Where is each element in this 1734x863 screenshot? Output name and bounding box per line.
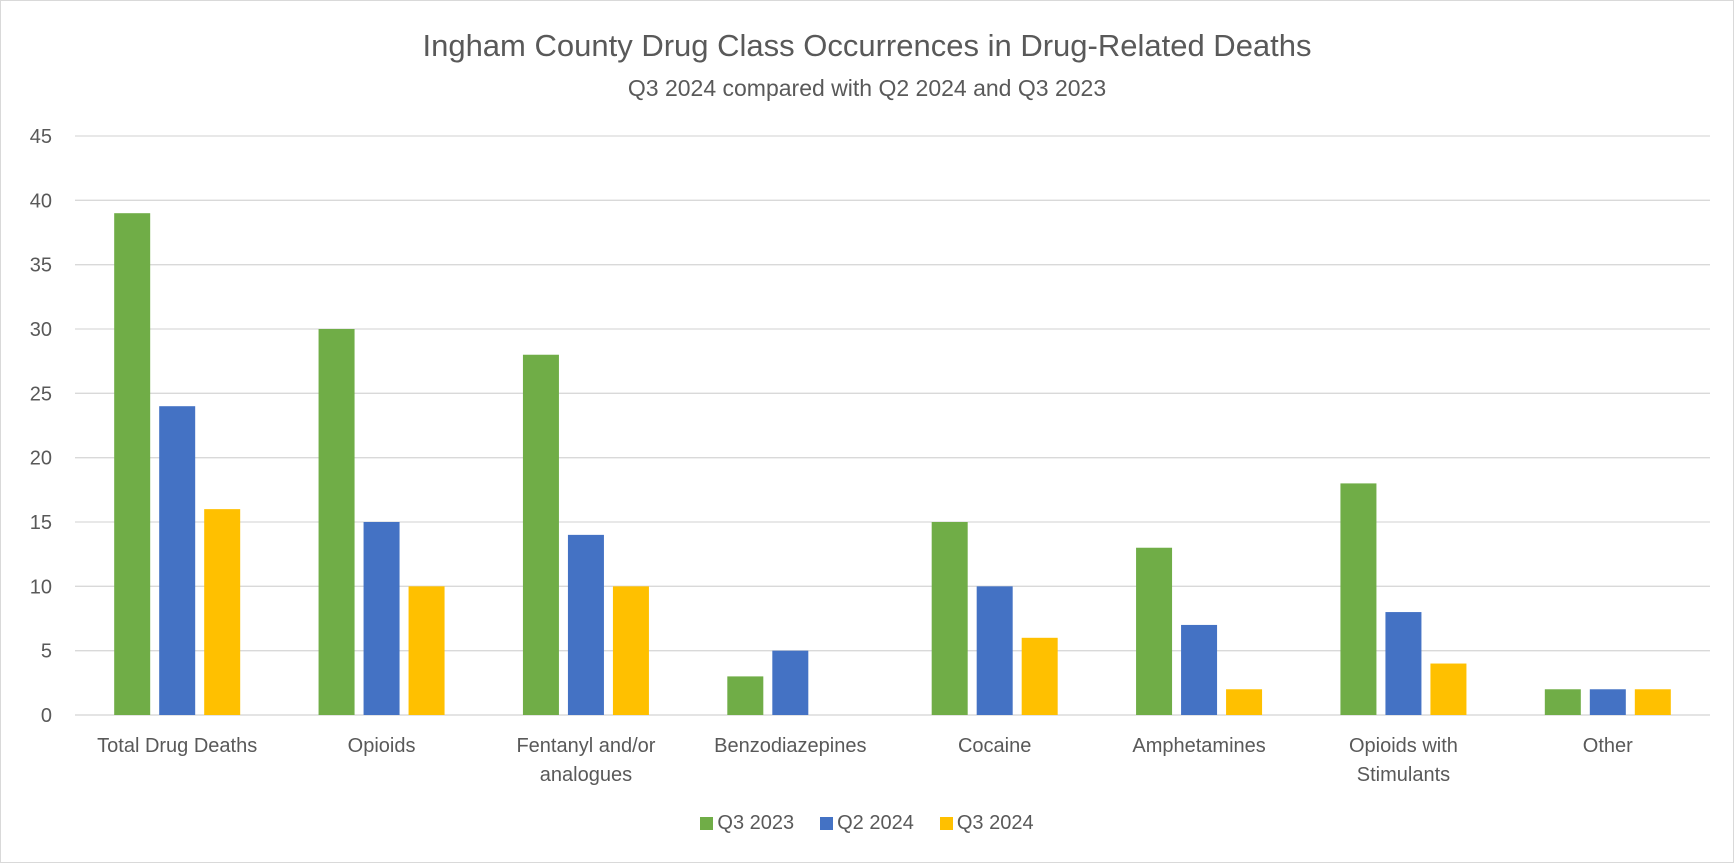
bar-q2-2024 xyxy=(1590,689,1626,715)
bar-q3-2023 xyxy=(114,213,150,715)
y-tick-label: 30 xyxy=(30,319,52,341)
bar-q3-2023 xyxy=(932,522,968,715)
y-axis-ticks: 0 5 10 15 20 25 30 35 40 45 xyxy=(30,126,52,727)
x-category-label: Fentanyl and/or xyxy=(516,735,655,757)
bar-q3-2024 xyxy=(1226,689,1262,715)
x-category-label: Opioids with xyxy=(1349,735,1458,757)
bar-q3-2024 xyxy=(613,586,649,715)
x-category-label: Benzodiazepines xyxy=(714,735,866,757)
legend-item: Q2 2024 xyxy=(820,812,914,835)
x-category-label: analogues xyxy=(540,764,632,786)
bars xyxy=(114,213,1671,715)
x-category-label: Cocaine xyxy=(958,735,1031,757)
bar-q3-2024 xyxy=(204,509,240,715)
bar-q2-2024 xyxy=(364,522,400,715)
bar-q3-2023 xyxy=(727,676,763,715)
bar-q2-2024 xyxy=(568,535,604,715)
y-tick-label: 25 xyxy=(30,383,52,405)
x-category-label: Total Drug Deaths xyxy=(97,735,257,757)
legend-item: Q3 2024 xyxy=(940,812,1034,835)
legend-swatch xyxy=(700,817,713,830)
bar-q2-2024 xyxy=(772,651,808,715)
y-tick-label: 10 xyxy=(30,576,52,598)
bar-q3-2024 xyxy=(1635,689,1671,715)
bar-q3-2023 xyxy=(523,355,559,715)
x-axis-categories: Total Drug Deaths Opioids Fentanyl and/or a… xyxy=(97,735,1633,786)
bar-q2-2024 xyxy=(159,406,195,715)
bar-q2-2024 xyxy=(1385,612,1421,715)
y-tick-label: 20 xyxy=(30,448,52,470)
bar-q3-2024 xyxy=(1430,664,1466,715)
bar-q2-2024 xyxy=(977,586,1013,715)
y-tick-label: 5 xyxy=(41,641,52,663)
x-category-label: Stimulants xyxy=(1357,764,1450,786)
bar-q3-2024 xyxy=(409,586,445,715)
bar-q3-2023 xyxy=(319,329,355,715)
legend-label: Q3 2023 xyxy=(717,812,794,835)
y-tick-label: 45 xyxy=(30,126,52,148)
x-category-label: Amphetamines xyxy=(1132,735,1265,757)
legend-swatch xyxy=(820,817,833,830)
x-category-label: Other xyxy=(1583,735,1633,757)
bar-q3-2024 xyxy=(1022,638,1058,715)
y-tick-label: 35 xyxy=(30,255,52,277)
legend-item: Q3 2023 xyxy=(700,812,794,835)
y-tick-label: 15 xyxy=(30,512,52,534)
y-tick-label: 40 xyxy=(30,190,52,212)
legend-label: Q2 2024 xyxy=(837,812,914,835)
y-tick-label: 0 xyxy=(41,705,52,727)
legend: Q3 2023 Q2 2024 Q3 2024 xyxy=(0,812,1734,835)
bar-q2-2024 xyxy=(1181,625,1217,715)
bar-q3-2023 xyxy=(1545,689,1581,715)
legend-label: Q3 2024 xyxy=(957,812,1034,835)
bar-q3-2023 xyxy=(1136,548,1172,715)
bar-q3-2023 xyxy=(1340,483,1376,715)
legend-swatch xyxy=(940,817,953,830)
x-category-label: Opioids xyxy=(348,735,416,757)
